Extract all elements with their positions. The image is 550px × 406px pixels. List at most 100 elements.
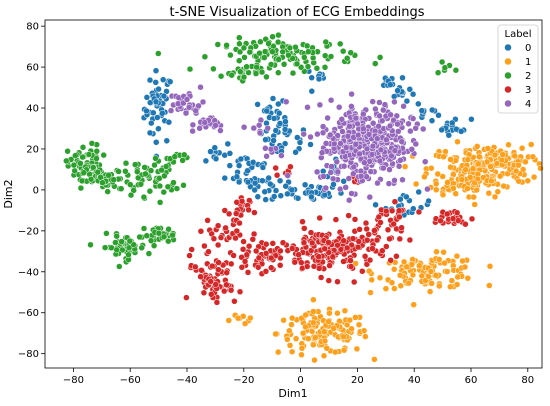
point-series-2 <box>372 60 379 67</box>
point-series-2 <box>441 64 449 71</box>
point-series-4 <box>199 98 207 106</box>
point-series-2 <box>321 64 329 71</box>
point-series-2 <box>156 199 164 206</box>
point-series-4 <box>320 173 327 180</box>
point-series-2 <box>113 232 120 240</box>
point-series-2 <box>261 48 269 55</box>
point-series-2 <box>103 230 110 237</box>
point-series-3 <box>236 288 244 296</box>
point-series-3 <box>390 220 397 228</box>
point-series-1 <box>426 288 434 295</box>
point-series-4 <box>407 127 414 135</box>
point-series-3 <box>186 252 193 259</box>
point-series-3 <box>347 257 354 264</box>
point-series-1 <box>310 308 317 315</box>
point-series-2 <box>79 144 87 151</box>
point-series-2 <box>336 40 344 48</box>
point-series-0 <box>160 92 168 100</box>
point-series-1 <box>461 263 469 271</box>
point-series-0 <box>150 109 157 117</box>
point-series-4 <box>412 140 420 148</box>
point-series-2 <box>237 68 244 75</box>
point-series-4 <box>400 103 407 110</box>
point-series-2 <box>165 225 172 233</box>
point-series-4 <box>322 184 330 192</box>
point-series-3 <box>449 215 457 222</box>
point-series-4 <box>380 106 387 114</box>
point-series-2 <box>87 175 95 183</box>
point-series-1 <box>310 296 317 303</box>
point-series-0 <box>284 190 291 198</box>
point-series-0 <box>233 173 241 180</box>
point-series-2 <box>305 48 312 55</box>
point-series-0 <box>226 162 234 169</box>
point-series-1 <box>396 272 404 279</box>
point-series-3 <box>443 210 451 218</box>
point-series-3 <box>249 236 257 243</box>
point-series-0 <box>249 159 257 166</box>
point-series-3 <box>350 278 358 286</box>
plot-frame <box>44 19 543 369</box>
point-series-3 <box>223 281 230 289</box>
point-series-1 <box>464 274 472 282</box>
point-series-4 <box>395 163 403 170</box>
point-series-4 <box>363 173 370 180</box>
point-series-2 <box>170 179 177 186</box>
point-series-3 <box>325 277 333 284</box>
point-series-0 <box>263 107 270 115</box>
point-series-4 <box>346 123 353 130</box>
point-series-4 <box>319 129 327 137</box>
point-series-2 <box>94 168 102 176</box>
point-series-3 <box>250 230 258 238</box>
point-series-4 <box>328 163 335 170</box>
point-series-0 <box>224 140 232 148</box>
point-series-0 <box>235 162 243 169</box>
point-series-2 <box>292 43 299 51</box>
point-series-0 <box>165 118 173 126</box>
point-series-3 <box>375 213 383 221</box>
point-series-3 <box>255 254 263 262</box>
point-series-0 <box>418 107 426 114</box>
point-series-2 <box>236 48 244 56</box>
point-series-1 <box>286 327 293 335</box>
point-series-2 <box>275 31 282 39</box>
point-series-4 <box>365 131 373 138</box>
y-tick-label: 80 <box>26 22 39 33</box>
point-series-2 <box>100 151 107 159</box>
point-series-2 <box>117 185 125 192</box>
point-series-0 <box>457 128 465 135</box>
point-series-4 <box>334 168 342 176</box>
point-series-3 <box>373 236 381 244</box>
point-series-3 <box>326 262 333 269</box>
point-series-3 <box>210 235 218 242</box>
point-series-4 <box>394 120 401 128</box>
point-series-3 <box>308 239 316 247</box>
point-series-1 <box>527 141 535 148</box>
point-series-1 <box>473 186 480 194</box>
point-series-4 <box>360 110 367 118</box>
point-series-4 <box>374 179 381 187</box>
point-series-2 <box>146 187 154 195</box>
point-series-3 <box>245 206 252 214</box>
point-series-0 <box>435 112 442 119</box>
point-series-3 <box>362 219 370 227</box>
point-series-0 <box>155 125 162 132</box>
point-series-4 <box>388 152 395 160</box>
point-series-2 <box>142 170 149 178</box>
point-series-4 <box>284 172 291 179</box>
point-series-1 <box>530 173 538 181</box>
point-series-0 <box>262 136 269 143</box>
x-tick-label: 60 <box>465 375 478 386</box>
point-series-1 <box>391 285 398 292</box>
point-series-3 <box>269 240 277 247</box>
point-series-1 <box>274 348 282 356</box>
point-series-3 <box>334 241 341 249</box>
point-series-4 <box>381 101 389 108</box>
point-series-4 <box>360 125 367 133</box>
point-series-4 <box>354 131 362 139</box>
point-series-3 <box>188 246 195 253</box>
point-series-0 <box>415 100 422 108</box>
point-series-1 <box>443 268 451 275</box>
point-series-3 <box>243 251 251 258</box>
legend-label-0: 0 <box>525 43 531 54</box>
